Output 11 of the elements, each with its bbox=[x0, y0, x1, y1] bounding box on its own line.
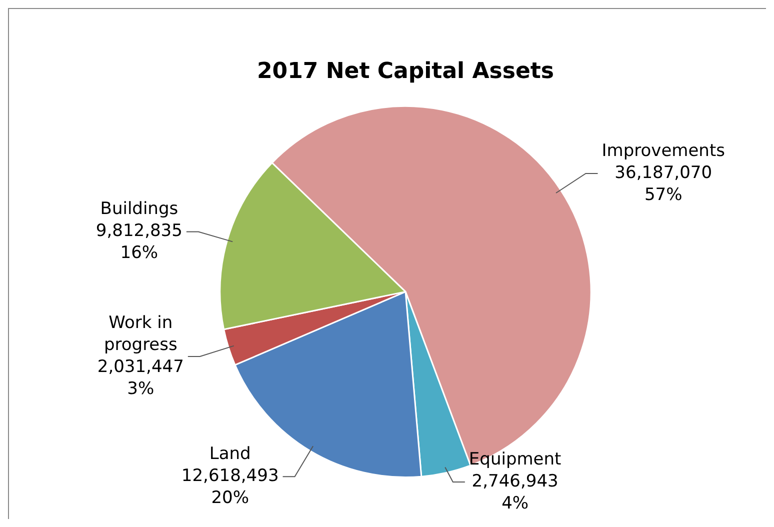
data-label: 2,031,447 3% bbox=[97, 356, 184, 399]
data-label: 36,187,070 57% bbox=[614, 162, 712, 205]
data-label: 2,746,943 4% bbox=[472, 471, 558, 514]
slice-label: Land bbox=[209, 444, 251, 464]
slice-label: Buildings bbox=[100, 199, 178, 220]
slice-label: Improvements bbox=[602, 140, 726, 161]
data-label: 9,812,835 16% bbox=[96, 221, 182, 264]
slice-label: Equipment bbox=[468, 449, 562, 470]
data-label: 12,618,493 20% bbox=[181, 466, 279, 508]
slice-label: Work in progress bbox=[104, 312, 178, 355]
chart-title: 2017 Net Capital Assets bbox=[257, 58, 554, 84]
